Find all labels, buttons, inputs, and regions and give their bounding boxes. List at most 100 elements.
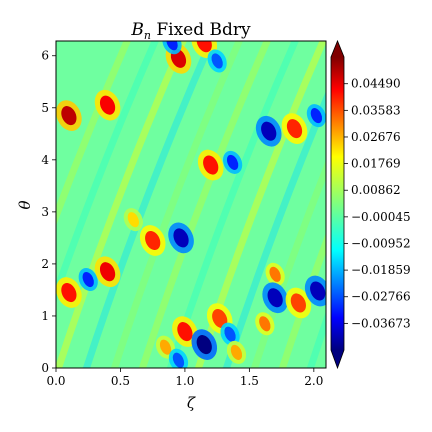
chart-title: Bn Fixed Bdry [130, 20, 251, 42]
x-tick-label: 1.5 [240, 374, 259, 388]
feature-core [261, 121, 277, 141]
heatmap-feature [139, 225, 166, 256]
colorbar-ticks: 0.04490 0.03583 0.02676 0.01769 0.00862 −0.00… [344, 77, 411, 330]
heatmap-feature [255, 115, 282, 147]
colorbar-tick-label: 0.01769 [351, 157, 401, 171]
feature-core [173, 228, 189, 248]
background-band [250, 159, 326, 368]
feature-core [269, 266, 281, 282]
feature-core [310, 281, 326, 301]
colorbar-extend-max [331, 41, 344, 57]
heatmap-feature [306, 104, 326, 128]
feature-core [267, 288, 283, 308]
feature-core [61, 283, 77, 303]
heatmap-feature [304, 275, 326, 307]
heatmap-area [56, 41, 326, 368]
colorbar: 0.04490 0.03583 0.02676 0.01769 0.00862 −0.00… [330, 39, 411, 370]
feature-core [212, 309, 228, 329]
heatmap-feature [262, 282, 288, 314]
feature-core [310, 108, 323, 124]
heatmap-feature [223, 150, 243, 174]
colorbar-tick-label: −0.00952 [351, 236, 411, 250]
background-band [82, 41, 216, 368]
heatmap-feature [168, 222, 194, 254]
heatmap-feature [94, 256, 121, 288]
plot-frame [55, 40, 327, 369]
feature-core [99, 262, 116, 282]
colorbar-tick-label: 0.00862 [351, 183, 401, 197]
feature-core [211, 53, 223, 69]
colorbar-frame [330, 39, 345, 370]
background-band [138, 41, 272, 368]
x-axis-label: ζ [187, 394, 196, 412]
x-tick-label: 1.0 [175, 374, 194, 388]
y-tick-label: 3 [41, 205, 49, 219]
heatmap-feature [255, 312, 275, 336]
feature-core [196, 41, 212, 53]
colorbar-extend-min [331, 350, 344, 368]
feature-core [259, 316, 271, 332]
heatmap-feature [162, 41, 182, 55]
y-tick-label: 2 [41, 257, 49, 271]
feature-core [226, 154, 239, 170]
feature-core [224, 326, 236, 342]
colorbar-tick-label: −0.00045 [351, 210, 411, 224]
y-axis: 0 1 2 3 4 5 6 [41, 49, 56, 375]
background-band [278, 232, 326, 368]
feature-core [290, 293, 306, 313]
colorbar-gradient [331, 57, 344, 350]
y-tick-label: 5 [41, 101, 49, 115]
heatmap-feature [265, 262, 285, 286]
background-band [110, 41, 244, 368]
colorbar-tick-label: 0.02676 [351, 130, 401, 144]
colorbar-tick-label: 0.04490 [351, 77, 401, 91]
heatmap-feature [56, 277, 82, 308]
feature-core [230, 344, 243, 360]
colorbar-tick-label: −0.01859 [351, 263, 411, 277]
feature-core [99, 95, 116, 115]
heatmap-feature [281, 113, 308, 144]
colorbar-tick-label: 0.03583 [351, 103, 401, 117]
heatmap-feature [172, 316, 198, 347]
colorbar-tick-label: −0.03673 [351, 316, 411, 330]
title-rest: Fixed Bdry [151, 20, 251, 40]
y-tick-label: 6 [41, 49, 49, 63]
heatmap-feature [56, 100, 82, 131]
heatmap-feature [94, 89, 121, 121]
heatmap-feature [207, 49, 227, 73]
y-tick-label: 0 [41, 361, 49, 375]
heatmap-feature [226, 340, 247, 364]
title-base: B [130, 20, 144, 40]
background-band [56, 41, 132, 226]
y-tick-label: 1 [41, 309, 49, 323]
heatmap-feature [168, 348, 189, 368]
feature-core [177, 322, 193, 342]
feature-core [172, 352, 185, 368]
background-band [306, 310, 326, 368]
heatmap-features [56, 41, 326, 368]
heatmap-feature [197, 149, 224, 181]
feature-core [82, 271, 94, 288]
heatmap-feature [78, 268, 98, 292]
feature-core [286, 119, 303, 139]
y-axis-label: θ [16, 200, 34, 209]
heatmap-feature [285, 287, 312, 319]
x-tick-label: 0.0 [46, 374, 65, 388]
heatmap-feature [191, 329, 218, 360]
x-tick-label: 0.5 [111, 374, 130, 388]
heatmap-feature [123, 208, 143, 232]
heatmap-feature [191, 41, 218, 59]
title-subscript: n [144, 29, 151, 42]
feature-core [61, 106, 77, 126]
feature-core [145, 230, 161, 251]
x-tick-label: 2.0 [304, 374, 323, 388]
background-band [56, 41, 160, 304]
colorbar-tick-label: −0.02766 [351, 290, 411, 304]
feature-core [127, 212, 140, 228]
feature-core [196, 335, 212, 355]
feature-core [166, 41, 178, 51]
heatmap-feature [220, 322, 240, 346]
y-tick-label: 4 [41, 153, 49, 167]
background-band [56, 41, 188, 368]
